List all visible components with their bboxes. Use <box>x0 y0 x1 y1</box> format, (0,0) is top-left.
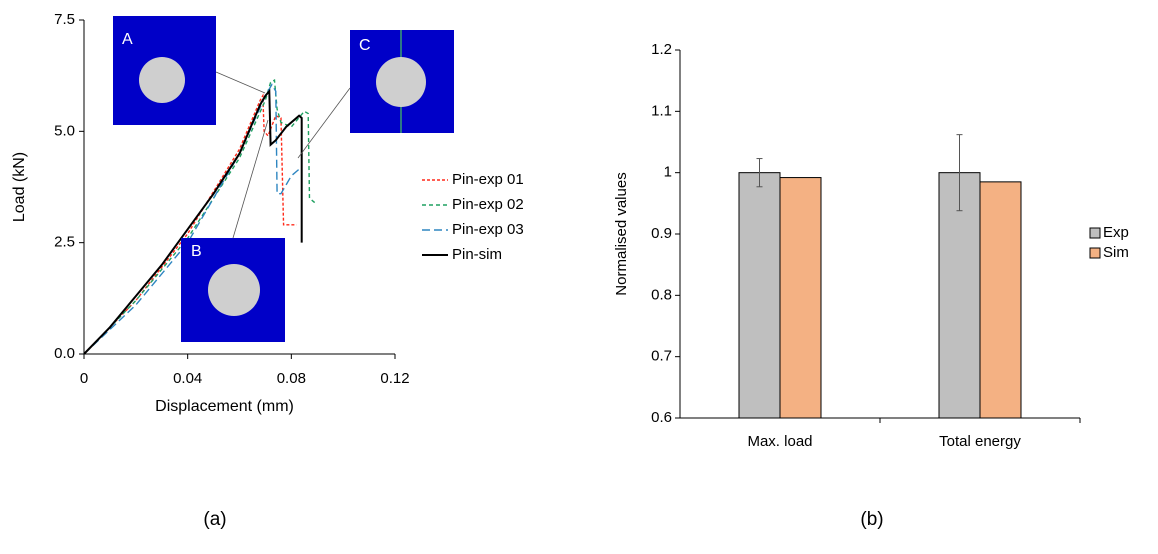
y-tick-label: 0.9 <box>651 225 672 242</box>
y-axis-label: Load (kN) <box>11 152 28 222</box>
x-tick-label: Max. load <box>747 433 812 450</box>
y-tick-label: 1.2 <box>651 41 672 58</box>
bar <box>739 173 780 418</box>
legend-swatch <box>1090 228 1100 238</box>
y-tick-label: 5.0 <box>54 122 75 139</box>
leader <box>233 120 268 238</box>
y-tick-label: 7.5 <box>54 11 75 28</box>
legend-label: Exp <box>1103 224 1129 241</box>
legend-label: Pin-exp 01 <box>452 171 524 188</box>
legend-label: Pin-exp 03 <box>452 221 524 238</box>
figure: 0.0 2.5 5.0 7.5 0 0.04 0.08 0.12 Displacement (m… <box>0 0 1158 554</box>
y-tick-label: 0.0 <box>54 345 75 362</box>
insets: A B C <box>113 16 454 342</box>
y-tick-label: 0.7 <box>651 348 672 365</box>
y-axis-label: Normalised values <box>613 172 630 295</box>
x-tick-label: Total energy <box>939 433 1021 450</box>
y-tick-label: 1.1 <box>651 102 672 119</box>
inset-label: B <box>191 243 202 260</box>
y-tick-label: 2.5 <box>54 234 75 251</box>
inset-label: C <box>359 37 371 54</box>
y-tick-label: 1 <box>664 164 672 181</box>
x-tick-label: 0.12 <box>380 370 409 387</box>
legend-label: Sim <box>1103 244 1129 261</box>
leader <box>298 88 350 158</box>
bar <box>780 178 821 418</box>
plot: 0.6 0.7 0.8 0.9 1 1.1 1.2 Normalised values Max.… <box>613 41 1129 450</box>
legend-label: Pin-exp 02 <box>452 196 524 213</box>
legend-label: Pin-sim <box>452 246 502 263</box>
hole <box>139 57 185 103</box>
inset-label: A <box>122 31 133 48</box>
x-tick-label: 0.04 <box>173 370 202 387</box>
page: 0.0 2.5 5.0 7.5 0 0.04 0.08 0.12 Displacement (m… <box>0 0 1158 554</box>
x-tick-label: 0 <box>80 370 88 387</box>
leader <box>216 72 265 93</box>
x-axis-label: Displacement (mm) <box>155 398 294 415</box>
x-tick-label: 0.08 <box>277 370 306 387</box>
y-tick-label: 0.8 <box>651 286 672 303</box>
caption: (a) <box>203 509 226 530</box>
hole <box>376 57 426 107</box>
y-tick-label: 0.6 <box>651 409 672 426</box>
hole <box>208 264 260 316</box>
legend-swatch <box>1090 248 1100 258</box>
bar <box>980 182 1021 418</box>
caption: (b) <box>860 509 883 530</box>
